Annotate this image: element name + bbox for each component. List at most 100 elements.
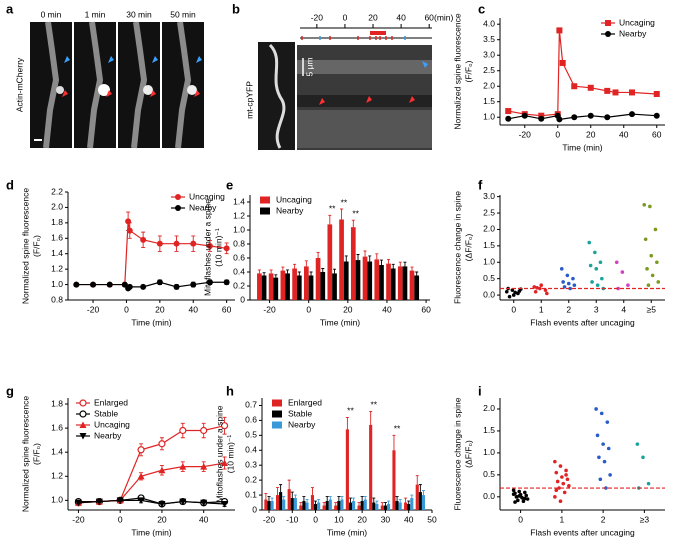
bar [402,266,408,300]
tick-label: 40 [396,12,406,22]
marker [90,281,97,288]
panel-label: g [6,383,14,398]
error-bar [379,259,383,265]
error-bar [270,497,274,502]
kymograph-band [297,110,432,148]
point [642,203,647,207]
bar [362,256,368,300]
y-tick-label: 0.2 [233,280,245,290]
y-axis-label: (10 min)⁻¹ [225,435,235,474]
y-tick-label: 1.8 [51,217,63,227]
error-bar [392,434,396,451]
error-bar [380,502,384,506]
error-bar [269,269,273,274]
marker [190,281,197,288]
bar [334,505,338,510]
y-tick-label: 1.5 [483,425,495,435]
y-axis-label: Fluorescence change in spine [452,191,462,304]
x-tick-label: -20 [263,514,276,524]
error-bar [321,268,325,272]
marker [179,498,187,506]
timeline-axis: -20 0 20 40 60 (min) [300,12,454,29]
error-bar [334,502,338,506]
legend-label: Enlarged [288,397,322,407]
error-bar [297,271,301,276]
marker [571,83,578,90]
x-tick-label: 60 [222,304,232,314]
y-axis-label: Mitoflashes under a spine [202,199,212,296]
point [641,455,645,460]
point [511,492,516,496]
error-bar [337,496,341,502]
y-axis-label: Normalized spine fluorescence [20,396,30,512]
point [513,500,517,504]
marker [653,112,660,119]
bar [375,504,379,510]
bar [280,270,286,300]
y-axis-label: Normalized spine fluorescence [20,188,30,304]
legend-swatch [272,410,282,418]
dendrite [268,43,286,149]
bar [355,260,361,300]
bar [345,429,349,510]
y-tick-label: 3.5 [483,34,495,44]
bar [270,501,274,510]
x-tick-label: 1 [560,514,565,524]
y-tick-label: 1.2 [51,263,63,273]
error-bar [274,274,278,278]
x-tick-label: 20 [586,129,596,139]
marker [158,440,166,448]
marker [140,236,147,243]
x-tick-label: 3 [594,304,599,314]
significance: ** [347,406,354,416]
point [566,281,571,286]
bar [308,275,314,300]
error-bar [328,496,332,500]
error-bar [368,255,372,262]
point [561,481,566,486]
marker [175,194,181,200]
bar [386,263,391,300]
dendrite [87,21,104,149]
significance: ** [329,204,336,214]
marker [556,27,563,34]
marker [173,240,180,247]
point [514,495,519,499]
y-tick-label: 0 [240,294,245,304]
marker [653,90,660,97]
error-bar [309,271,313,276]
error-bar [418,484,422,493]
bar [332,273,337,300]
marker [505,108,512,115]
bar [302,501,306,510]
point [504,289,509,294]
marker [106,281,113,288]
point [532,285,537,289]
error-bar [257,269,261,274]
bar [327,224,333,300]
point [597,455,601,460]
y-tick-label: 0.1 [245,489,257,499]
point [587,240,592,245]
chart-panel: h 0 0.1 0.2 0.3 0.4 0.5 0.6 0.7 -20 -10 0 10 20 30 40 50… [214,383,437,537]
bar [418,492,422,510]
bar [415,484,419,510]
point [614,260,619,265]
x-tick-label: 2 [601,514,606,524]
bar [292,268,297,300]
error-bar [398,261,402,267]
bar [404,502,408,510]
x-tick-label: ≥5 [647,304,657,314]
x-tick-label: 40 [199,514,209,524]
kymograph-band [297,95,432,107]
bar [275,495,280,510]
error-bar [310,487,314,496]
tick-label: 0 [343,12,348,22]
point [539,283,544,288]
x-axis-label: Time (min) [131,527,171,537]
marker [206,279,213,286]
y-tick-label: 0.5 [245,430,257,440]
panel-label: d [6,177,14,192]
bar [293,498,297,510]
